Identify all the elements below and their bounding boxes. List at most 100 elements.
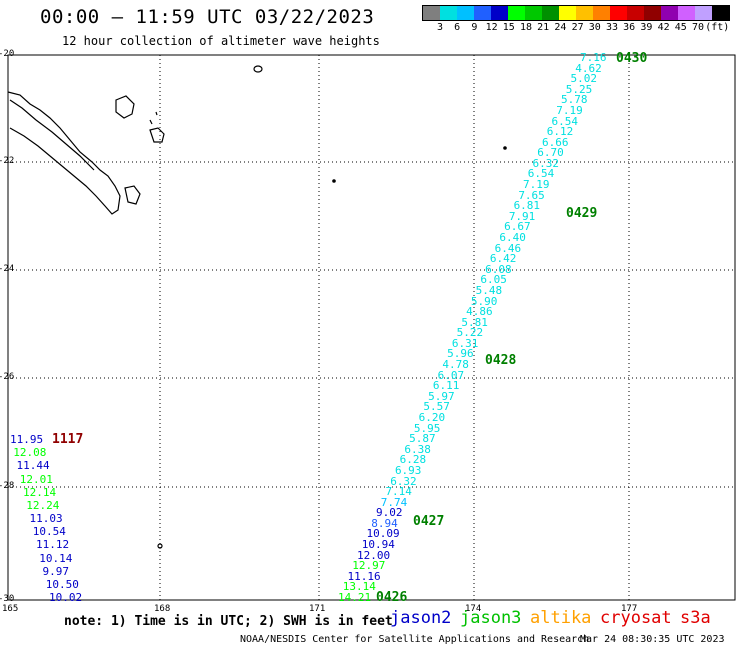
legend-tick: 24 [554, 22, 567, 33]
wave-height-value: 10.94 [361, 538, 395, 552]
legend-swatch [610, 6, 627, 20]
wave-height-value: 7.16 [580, 51, 607, 64]
legend-swatch [661, 6, 678, 20]
legend-tick: 39 [640, 22, 653, 33]
wave-height-value: 11.12 [36, 538, 70, 552]
color-legend [422, 5, 730, 21]
time-label: 0427 [413, 514, 445, 529]
legend-swatch [559, 6, 576, 20]
wave-height-value: 6.93 [394, 463, 422, 477]
wave-height-value: 7.74 [380, 495, 408, 509]
legend-swatch [440, 6, 457, 20]
wave-height-value: 4.78 [442, 358, 469, 372]
wave-height-value: 6.40 [499, 231, 526, 244]
wave-height-value: 5.95 [413, 421, 441, 435]
wave-height-value: 9.02 [375, 506, 403, 520]
legend-tick: 70 [691, 22, 705, 33]
wave-height-value: 6.81 [513, 199, 541, 213]
legend-tick: 27 [571, 22, 584, 33]
legend-swatch [457, 6, 474, 20]
legend-swatch [712, 6, 729, 20]
wave-height-value: 6.31 [451, 336, 479, 350]
wave-height-value: 4.62 [575, 61, 602, 75]
wave-height-value: 5.78 [561, 93, 588, 107]
time-label: 0430 [616, 51, 648, 66]
legend-tick: 36 [623, 22, 636, 33]
wave-height-value: 6.46 [494, 241, 522, 255]
legend-swatch [508, 6, 525, 20]
wave-height-value: 6.20 [418, 411, 446, 424]
wave-height-value: 5.97 [428, 389, 455, 403]
grid [8, 55, 735, 600]
wave-height-value: 6.08 [485, 262, 512, 276]
legend-swatch [627, 6, 644, 20]
timestamp-text: Mar 24 08:30:35 UTC 2023 [580, 634, 725, 645]
wave-height-value: 10.09 [366, 527, 400, 541]
wave-height-value: 6.05 [480, 273, 507, 287]
wave-height-value: 7.19 [556, 103, 583, 117]
wave-height-value: 5.96 [447, 347, 474, 361]
wave-height-value: 5.25 [565, 82, 593, 96]
legend-jason2: jason2 [390, 608, 452, 628]
wave-height-value: 6.42 [489, 252, 517, 266]
wave-height-value: 5.90 [470, 294, 498, 308]
wave-height-value: 7.65 [518, 188, 545, 202]
wave-height-value: 6.28 [399, 453, 427, 467]
lon-label: 174 [465, 604, 482, 614]
wave-height-value: 10.54 [32, 525, 66, 539]
wave-height-value: 10.02 [49, 591, 83, 604]
legend-tick: 18 [519, 22, 533, 33]
wave-height-value: 4.86 [466, 305, 493, 319]
wave-height-value: 5.87 [409, 432, 436, 446]
legend-swatch [644, 6, 661, 20]
wave-height-value: 13.14 [342, 580, 376, 594]
wave-height-value: 6.67 [504, 220, 531, 234]
credit-text: NOAA/NESDIS Center for Satellite Applica… [240, 634, 590, 645]
legend-swatch [491, 6, 508, 20]
wave-height-value: 5.57 [423, 400, 450, 414]
time-label: 0426 [376, 590, 408, 605]
legend-swatch [423, 6, 440, 20]
legend-tick: 12 [485, 22, 498, 33]
legend-swatch [525, 6, 542, 20]
wave-height-value: 11.03 [29, 512, 63, 525]
wave-height-value: 12.08 [13, 446, 47, 460]
legend-tick: (ft) [705, 22, 730, 33]
wave-height-value: 11.16 [347, 569, 381, 583]
wave-height-value: 11.95 [10, 433, 44, 446]
legend-cryosat: cryosat [600, 608, 672, 628]
lat-label: -20 [0, 49, 15, 59]
legend-swatch [576, 6, 593, 20]
lat-label: -24 [0, 264, 15, 274]
wave-height-value: 12.14 [23, 485, 57, 499]
wave-height-value: 7.91 [508, 209, 536, 223]
wave-height-value: 6.11 [432, 379, 460, 393]
legend-tick: 6 [454, 22, 461, 33]
lat-label: -30 [0, 594, 15, 604]
legend-tick: 15 [502, 22, 515, 33]
wave-height-value: 10.50 [45, 577, 79, 591]
wave-height-value: 5.22 [456, 326, 484, 340]
time-label: 0428 [485, 353, 517, 368]
wave-height-value: 12.00 [356, 548, 391, 562]
legend-swatch [542, 6, 559, 20]
legend-tick: 21 [537, 22, 550, 33]
page-title: 00:00 – 11:59 UTC 03/22/2023 [40, 6, 375, 28]
wave-height-value: 7.14 [385, 485, 412, 499]
lat-label: -28 [0, 481, 15, 491]
time-label: 0429 [566, 206, 598, 221]
wave-height-value: 12.01 [19, 472, 53, 486]
legend-tick: 30 [588, 22, 601, 33]
legend-tick: 9 [471, 22, 478, 33]
lon-label: 171 [309, 604, 326, 614]
wave-height-value: 6.54 [527, 167, 555, 181]
wave-height-value: 5.81 [461, 315, 488, 329]
wave-height-value: 6.54 [551, 114, 579, 128]
footer-note: note: 1) Time is in UTC; 2) SWH is in fe… [64, 614, 393, 629]
lon-label: 177 [621, 604, 638, 614]
legend-tick: 42 [657, 22, 670, 33]
coastline-new-caledonia [7, 65, 507, 549]
wave-height-value: 8.94 [371, 516, 398, 530]
wave-height-value: 10.14 [39, 551, 73, 565]
